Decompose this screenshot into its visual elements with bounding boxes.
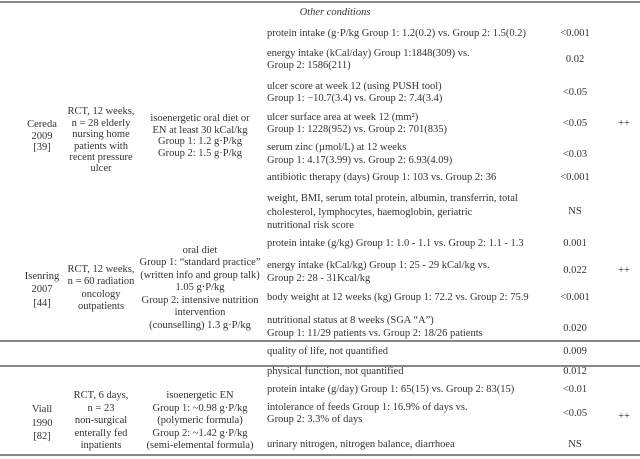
intervention: intervention xyxy=(174,307,226,318)
intervention: Group 1: 1.2 g·P/kg xyxy=(158,136,242,147)
p-value: <0.05 xyxy=(562,87,588,98)
intervention: Group 2: intensive nutrition xyxy=(141,295,259,306)
p-value: 0.012 xyxy=(563,366,587,377)
study-design: patients with xyxy=(74,141,128,152)
p-value: <0.01 xyxy=(562,384,588,395)
quality-rating: ++ xyxy=(618,265,630,276)
study-design: nursing home xyxy=(72,129,130,140)
study-citation: 2009 xyxy=(31,131,53,142)
outcome-text: weight, BMI, serum total protein, albumi… xyxy=(267,193,518,204)
bottom-rule xyxy=(0,454,640,456)
outcome-text: protein intake (g/kg) Group 1: 1.0 - 1.1… xyxy=(267,238,524,249)
p-value: NS xyxy=(568,206,582,217)
study-design: RCT, 6 days, xyxy=(73,390,129,401)
outcome-text: body weight at 12 weeks (kg) Group 1: 72… xyxy=(267,292,529,303)
outcome-text: protein intake (g·P/kg Group 1: 1.2(0.2)… xyxy=(267,28,526,39)
outcome-text: Group 1: 1228(952) vs. Group 2: 701(835) xyxy=(267,124,447,135)
study-design: inpatients xyxy=(80,440,122,451)
outcome-text: quality of life, not quantified xyxy=(267,346,389,357)
intervention: (written info and group talk) xyxy=(140,270,260,281)
study-design: n = 23 xyxy=(87,403,115,414)
study-citation: 1990 xyxy=(31,418,53,429)
outcome-text: Group 1: 4.17(3.99) vs. Group 2: 6.93(4.… xyxy=(267,155,453,166)
outcome-text: ulcer score at week 12 (using PUSH tool) xyxy=(267,81,442,92)
quality-rating: ++ xyxy=(618,411,630,422)
p-value: 0.001 xyxy=(563,238,587,249)
p-value: <0.03 xyxy=(562,149,588,160)
study-design: RCT, 12 weeks, xyxy=(67,106,135,117)
p-value: <0.05 xyxy=(562,118,588,129)
study-design: recent pressure xyxy=(69,152,133,163)
top-rule xyxy=(0,1,640,3)
outcome-text: urinary nitrogen, nitrogen balance, diar… xyxy=(267,439,455,450)
outcome-text: intolerance of feeds Group 1: 16.9% of d… xyxy=(267,402,468,413)
outcome-text: ulcer surface area at week 12 (mm²) xyxy=(267,112,419,123)
intervention: Group 2: 1.5 g·P/kg xyxy=(158,148,242,159)
p-value: <0.05 xyxy=(562,408,588,419)
quality-rating: ++ xyxy=(618,118,630,129)
p-value: <0.001 xyxy=(560,292,590,303)
outcome-text: energy intake (kCal/day) Group 1:1848(30… xyxy=(267,48,470,59)
intervention: Group 1: “standard practice” xyxy=(139,257,261,268)
study-citation: [39] xyxy=(33,142,51,153)
outcome-text: serum zinc (µmol/L) at 12 weeks xyxy=(267,142,407,153)
intervention: Group 1: ~0.98 g·P/kg xyxy=(152,403,248,414)
p-value: <0.001 xyxy=(560,28,590,39)
outcome-text: Group 2: 1586(211) xyxy=(267,60,351,71)
p-value: 0.020 xyxy=(563,323,587,334)
study-design: n = 28 elderly xyxy=(71,118,131,129)
outcome-text: nutritional risk score xyxy=(267,220,354,231)
p-value: <0.001 xyxy=(560,172,590,183)
study-citation: Cereda xyxy=(27,119,57,130)
study-design: enterally fed xyxy=(74,428,128,439)
outcome-text: Group 2: 28 - 31Kcal/kg xyxy=(267,273,371,284)
p-value: 0.009 xyxy=(563,346,587,357)
study-design: RCT, 12 weeks, xyxy=(67,264,135,275)
study-design: n = 60 radiation xyxy=(67,276,135,287)
outcome-text: protein intake (g/day) Group 1: 65(15) v… xyxy=(267,384,515,395)
outcome-text: energy intake (kCal/kg) Group 1: 25 - 29… xyxy=(267,260,490,271)
study-design: ulcer xyxy=(90,163,112,174)
intervention: oral diet xyxy=(182,245,218,256)
intervention: (counselling) 1.3 g·P/kg xyxy=(149,320,251,331)
outcome-text: nutritional status at 8 weeks (SGA “A”) xyxy=(267,315,434,326)
p-value: 0.022 xyxy=(563,265,587,276)
outcome-text: cholesterol, lymphocytes, haemoglobin, g… xyxy=(267,207,473,218)
outcome-text: physical function, not quantified xyxy=(267,366,404,377)
outcome-text: antibiotic therapy (days) Group 1: 103 v… xyxy=(267,172,497,183)
study-design: oncology xyxy=(81,289,121,300)
study-citation: Isenring xyxy=(24,271,60,282)
intervention: isoenergetic oral diet or xyxy=(150,113,250,124)
p-value: 0.02 xyxy=(565,54,585,65)
intervention: (semi-elemental formula) xyxy=(146,440,254,451)
row-divider xyxy=(0,340,640,342)
outcome-text: Group 1: −10.7(3.4) vs. Group 2: 7.4(3.4… xyxy=(267,93,443,104)
intervention: 1.05 g·P/kg xyxy=(175,282,225,293)
section-title: Other conditions xyxy=(299,7,371,18)
intervention: Group 2: ~1.42 g·P/kg xyxy=(152,428,248,439)
intervention: EN at least 30 kCal/kg xyxy=(152,125,248,136)
study-citation: [82] xyxy=(33,431,51,442)
outcome-text: Group 1: 11/29 patients vs. Group 2: 18/… xyxy=(267,328,483,339)
outcome-text: Group 2: 3.3% of days xyxy=(267,414,363,425)
intervention: (polymeric formula) xyxy=(157,415,243,426)
intervention: isoenergetic EN xyxy=(166,390,234,401)
study-design: outpatients xyxy=(77,301,125,312)
row-divider xyxy=(0,365,640,367)
study-citation: 2007 xyxy=(31,284,53,295)
study-design: non-surgical xyxy=(74,415,128,426)
study-citation: Viall xyxy=(31,404,53,415)
study-citation: [44] xyxy=(33,298,51,309)
p-value: NS xyxy=(568,439,582,450)
